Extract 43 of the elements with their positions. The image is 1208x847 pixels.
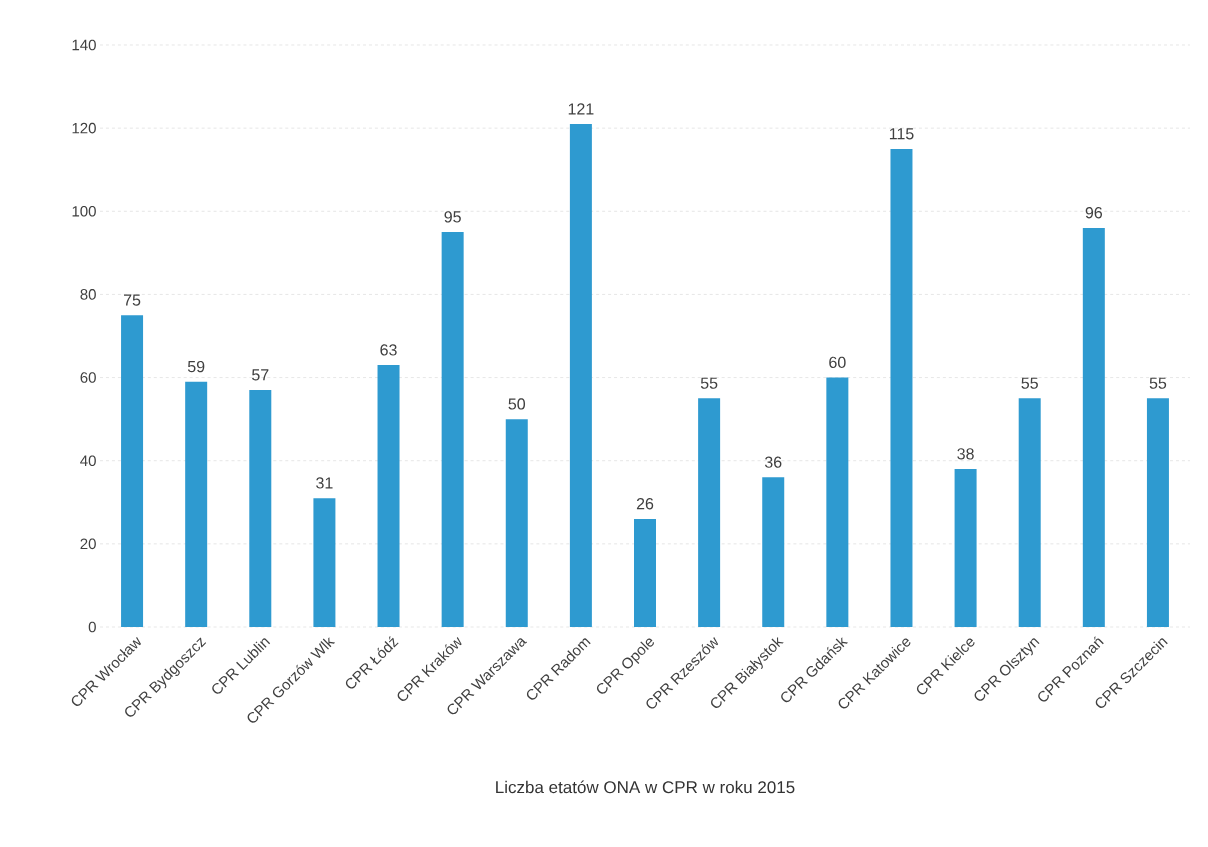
bar [826,377,849,627]
data-label: 57 [252,369,269,381]
bar [441,232,464,627]
y-tick-label: 60 [80,372,96,383]
data-label: 38 [957,448,974,460]
bar [762,477,785,627]
bar [569,123,592,627]
x-axis-title: Liczba etatów ONA w CPR w roku 2015 [496,780,795,794]
y-tick-label: 120 [72,122,96,134]
bar [634,518,656,627]
data-label: 26 [636,498,654,510]
data-label: 50 [508,398,526,410]
y-tick-label: 40 [80,455,96,467]
y-tick-label: 140 [72,39,96,51]
data-label: 55 [700,377,718,389]
bar [121,315,144,627]
data-label: 75 [123,294,141,306]
data-label: 121 [568,103,594,115]
y-tick-label: 80 [80,289,96,300]
bar [505,419,528,627]
bar [1018,398,1041,627]
data-label: 55 [1149,377,1167,389]
y-tick-label: 0 [88,621,96,633]
data-label: 96 [1085,207,1103,219]
y-tick-label: 100 [72,205,96,217]
bar [249,390,272,627]
bar [954,469,977,627]
data-label: 95 [444,211,461,223]
bar [698,398,721,627]
bar [313,498,336,627]
bar [377,365,400,627]
data-label: 36 [764,456,782,468]
data-label: 55 [1021,377,1038,389]
data-label: 59 [187,360,205,373]
data-label: 115 [889,128,914,140]
bar [185,381,208,627]
y-tick-label: 20 [80,538,96,550]
bar [1146,398,1169,627]
bar [890,148,913,627]
data-label: 63 [380,344,397,356]
data-label: 60 [829,356,846,369]
data-label: 31 [316,477,333,489]
bar [1082,227,1105,627]
